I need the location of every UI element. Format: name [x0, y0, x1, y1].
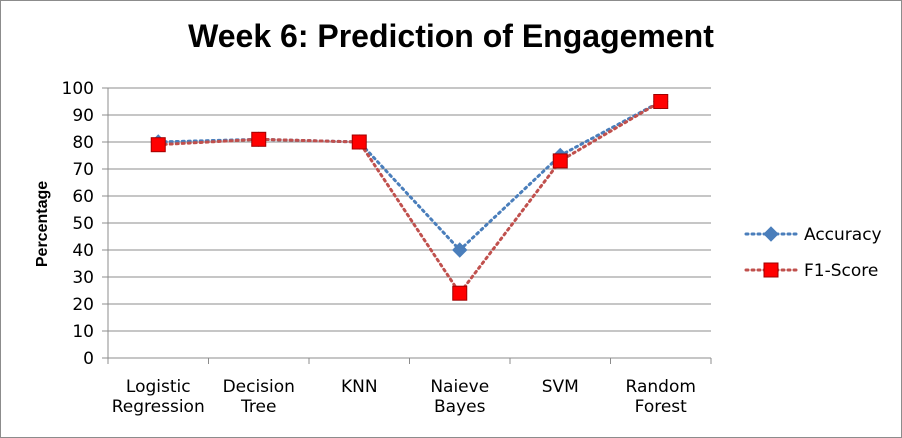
series-accuracy [150, 93, 669, 258]
y-tick-label: 10 [72, 322, 94, 342]
gridlines [102, 87, 712, 364]
legend-marker [763, 226, 779, 242]
data-point [653, 94, 669, 109]
x-category-labels: Logistic Regression Decision Tree KNN Naieve B… [112, 377, 696, 417]
y-tick-label: 90 [72, 106, 94, 126]
series-line [156, 100, 663, 296]
x-category-label: Decision Tree [223, 377, 295, 417]
data-point [452, 285, 468, 301]
data-point [552, 153, 568, 169]
x-category-label: Logistic Regression [112, 377, 205, 417]
y-tick-label: 40 [72, 241, 94, 261]
series-line [156, 100, 663, 253]
data-point [251, 131, 267, 147]
y-tick-label: 80 [72, 133, 94, 153]
legend-label: Accuracy [804, 225, 882, 245]
x-category-label: Naieve Bayes [430, 377, 489, 417]
legend: Accuracy F1-Score [744, 225, 882, 281]
data-point [150, 137, 166, 153]
x-category-label: KNN [341, 377, 378, 397]
y-tick-label: 20 [72, 295, 94, 315]
data-point [351, 134, 367, 150]
x-category-label: Random Forest [626, 377, 696, 417]
y-tick-label: 60 [72, 187, 94, 207]
legend-label: F1-Score [804, 261, 878, 281]
y-tick-label: 100 [62, 79, 94, 99]
y-axis-label: Percentage [34, 181, 51, 267]
y-tick-labels: 0 10 20 30 40 50 60 70 80 90 100 [62, 79, 94, 369]
y-tick-label: 0 [83, 349, 94, 369]
y-tick-label: 30 [72, 268, 94, 288]
y-tick-label: 70 [72, 160, 94, 180]
chart-title: Week 6: Prediction of Engagement [188, 18, 714, 54]
legend-marker [763, 262, 779, 278]
data-point [452, 242, 468, 258]
series-f1-score [150, 94, 669, 301]
series-layer [150, 93, 669, 301]
y-tick-label: 50 [72, 214, 94, 234]
x-category-label: SVM [542, 377, 579, 397]
